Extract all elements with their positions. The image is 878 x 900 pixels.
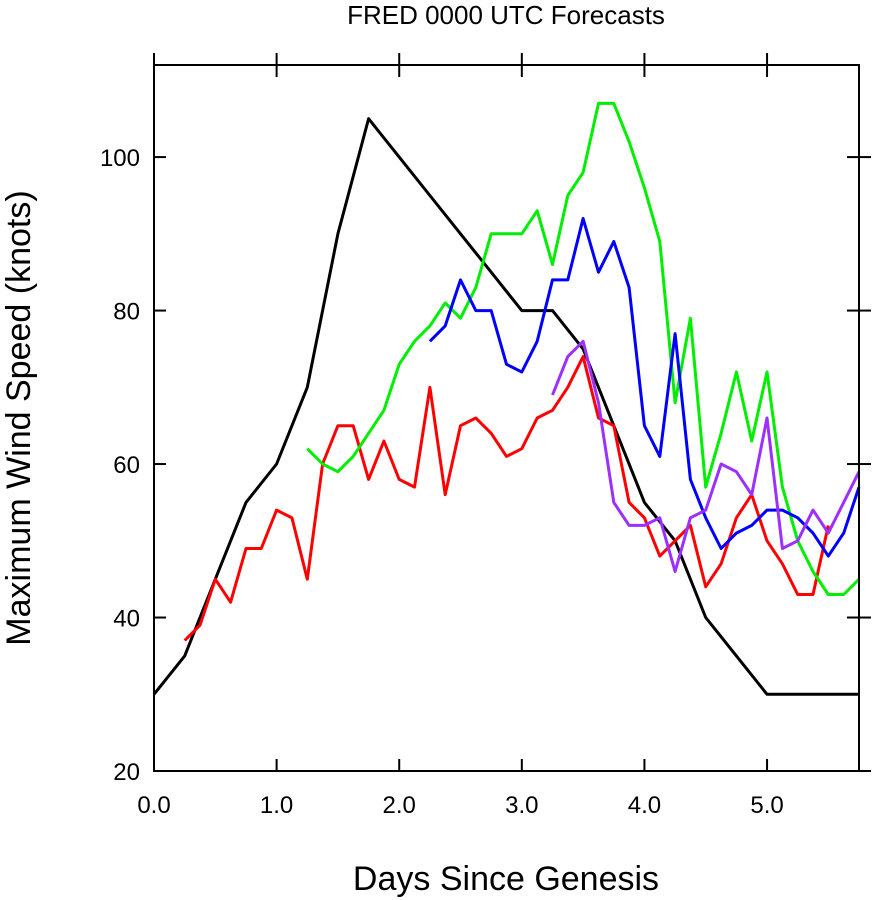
x-tick-label: 5.0 bbox=[750, 792, 783, 819]
y-tick-label: 100 bbox=[100, 145, 140, 172]
x-tick-label: 1.0 bbox=[260, 792, 293, 819]
y-tick-label: 80 bbox=[113, 299, 140, 326]
x-tick-label: 2.0 bbox=[383, 792, 416, 819]
y-tick-label: 40 bbox=[113, 606, 140, 633]
series-line-1 bbox=[152, 117, 859, 696]
tick-layer: 0.0 1.0 2.0 3.0 4.0 5.0 20 40 60 80 100 bbox=[100, 53, 871, 819]
y-tick-label: 20 bbox=[113, 759, 140, 786]
x-axis-label: Days Since Genesis bbox=[353, 860, 659, 898]
series-layer bbox=[152, 101, 861, 696]
y-tick-label: 60 bbox=[113, 452, 140, 479]
series-line-2 bbox=[183, 355, 830, 642]
series-line-5 bbox=[551, 339, 861, 573]
x-tick-label: 4.0 bbox=[628, 792, 661, 819]
series-line-4 bbox=[428, 217, 861, 558]
y-axis-label: Maximum Wind Speed (knots) bbox=[0, 190, 38, 645]
chart-title: FRED 0000 UTC Forecasts bbox=[347, 0, 665, 30]
x-tick-label: 0.0 bbox=[137, 792, 170, 819]
x-tick-label: 3.0 bbox=[505, 792, 538, 819]
series-line-3 bbox=[306, 101, 861, 596]
plot-frame bbox=[153, 64, 860, 772]
